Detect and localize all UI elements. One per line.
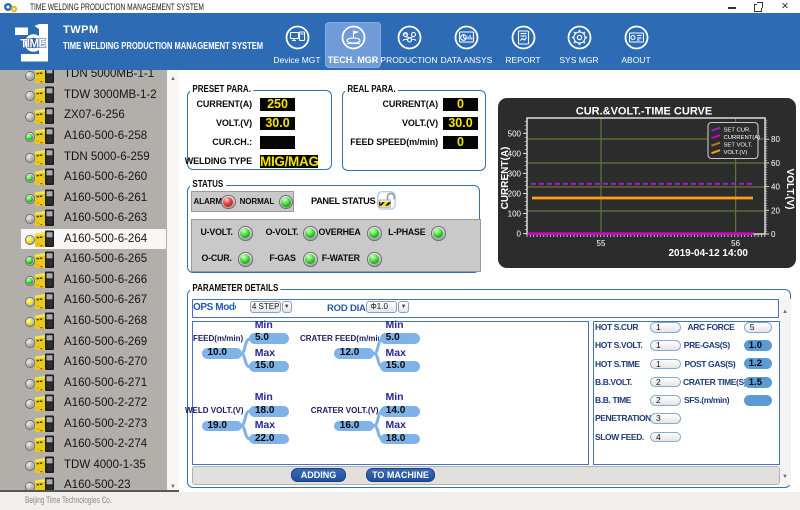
svg-text:0: 0 — [517, 229, 522, 238]
svg-text:0: 0 — [771, 230, 776, 239]
svg-text:SET CUR.: SET CUR. — [724, 127, 752, 133]
svg-text:CURRENT(A): CURRENT(A) — [724, 135, 761, 141]
svg-text:60: 60 — [771, 158, 780, 167]
svg-text:20: 20 — [771, 206, 780, 215]
svg-text:CURRENT(A): CURRENT(A) — [500, 146, 511, 209]
svg-text:VOLT.(V): VOLT.(V) — [724, 150, 748, 156]
svg-text:SET VOLT.: SET VOLT. — [724, 142, 753, 148]
svg-text:VOLT.(V): VOLT.(V) — [784, 168, 795, 209]
svg-text:300: 300 — [508, 169, 522, 178]
svg-text:40: 40 — [771, 182, 780, 191]
svg-text:400: 400 — [508, 149, 522, 158]
svg-text:80: 80 — [771, 135, 780, 144]
svg-text:200: 200 — [508, 189, 522, 198]
svg-text:TIME: TIME — [20, 39, 46, 51]
svg-text:500: 500 — [508, 129, 522, 138]
svg-text:55: 55 — [597, 239, 606, 248]
svg-text:CUR.&VOLT.-TIME CURVE: CUR.&VOLT.-TIME CURVE — [576, 105, 713, 117]
svg-text:56: 56 — [731, 239, 740, 248]
svg-text:100: 100 — [508, 209, 522, 218]
svg-text:2019-04-12 14:00: 2019-04-12 14:00 — [668, 248, 748, 259]
